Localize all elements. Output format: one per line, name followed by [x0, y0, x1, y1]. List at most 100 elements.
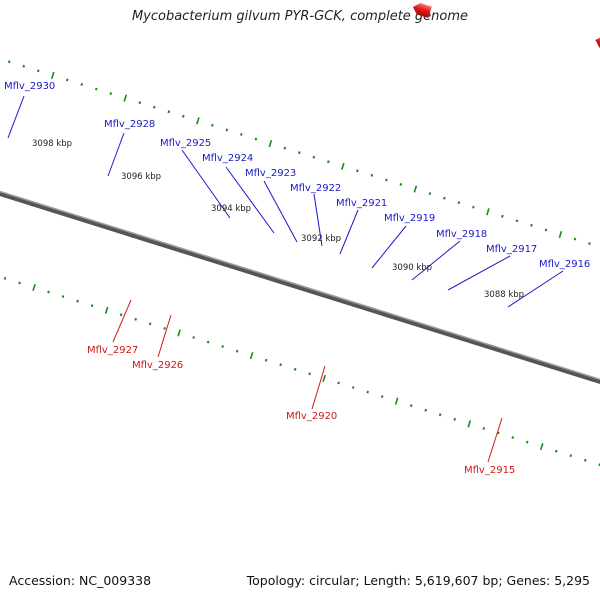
minor-tick	[240, 133, 243, 136]
minor-tick	[530, 223, 533, 227]
label-mflv-2922[interactable]: Mflv_2922	[290, 183, 341, 194]
label-mflv-2923[interactable]: Mflv_2923	[245, 168, 296, 179]
minor-tick	[424, 408, 428, 412]
minor-tick	[61, 295, 65, 298]
major-tick	[486, 208, 490, 216]
label-mflv-2917[interactable]: Mflv_2917	[486, 244, 537, 255]
minor-tick	[138, 101, 142, 105]
minor-tick	[453, 417, 457, 421]
minor-tick	[380, 395, 384, 398]
label-mflv-2930[interactable]: Mflv_2930	[4, 81, 55, 92]
minor-tick	[134, 317, 137, 321]
label-mflv-2927[interactable]: Mflv_2927	[87, 345, 138, 356]
major-tick	[196, 117, 200, 125]
major-tick	[123, 94, 128, 102]
reverse-labels: Mflv_2927 Mflv_2926 Mflv_2920 Mflv_2915	[87, 345, 515, 476]
minor-tick	[443, 196, 446, 200]
minor-tick	[235, 349, 239, 353]
label-mflv-2925[interactable]: Mflv_2925	[160, 138, 211, 149]
minor-tick	[76, 299, 79, 303]
minor-tick	[163, 327, 166, 330]
minor-tick	[211, 123, 214, 127]
minor-tick	[192, 336, 195, 339]
minor-tick	[554, 449, 558, 453]
minor-tick	[7, 60, 11, 64]
minor-tick	[356, 169, 359, 173]
label-mflv-2915[interactable]: Mflv_2915	[464, 465, 515, 476]
map-title: Mycobacterium gilvum PYR-GCK, complete g…	[131, 9, 469, 24]
minor-tick	[385, 178, 388, 182]
label-mflv-2928[interactable]: Mflv_2928	[104, 119, 155, 130]
minor-tick	[399, 183, 403, 186]
minor-tick	[496, 431, 500, 435]
gene-mflv-2920[interactable]	[411, 1, 432, 19]
minor-tick	[544, 228, 548, 232]
minor-tick	[457, 201, 461, 205]
minor-tick	[65, 78, 69, 82]
minor-tick	[525, 440, 529, 444]
major-tick	[32, 283, 36, 292]
minor-tick	[293, 367, 297, 371]
marker-3090-kbp: 3090 kbp	[392, 263, 432, 273]
minor-tick	[308, 372, 311, 376]
minor-tick	[298, 151, 301, 155]
minor-tick	[152, 105, 156, 109]
label-mflv-2919[interactable]: Mflv_2919	[384, 213, 435, 224]
label-mflv-2926[interactable]: Mflv_2926	[132, 360, 183, 371]
minor-tick	[428, 192, 432, 195]
minor-tick	[264, 358, 268, 362]
minor-tick	[36, 69, 40, 73]
marker-3094-kbp: 3094 kbp	[211, 204, 251, 214]
minor-tick	[370, 173, 374, 177]
label-mflv-2916[interactable]: Mflv_2916	[539, 259, 590, 270]
marker-3092-kbp: 3092 kbp	[301, 234, 341, 244]
minor-tick	[221, 345, 224, 348]
minor-tick	[181, 114, 185, 118]
minor-tick	[583, 458, 587, 462]
minor-tick	[573, 237, 577, 241]
label-mflv-2924[interactable]: Mflv_2924	[202, 153, 253, 164]
forward-strand	[411, 1, 600, 55]
major-tick	[50, 71, 55, 79]
major-tick	[467, 420, 472, 428]
forward-label-lines	[7, 95, 564, 308]
minor-tick	[3, 277, 7, 280]
minor-tick	[80, 83, 84, 86]
minor-tick	[327, 160, 330, 164]
major-tick	[394, 397, 399, 405]
minor-tick	[18, 281, 21, 285]
minor-tick	[409, 404, 413, 408]
forward-labels: Mflv_2930 Mflv_2928 Mflv_2925 Mflv_2924 …	[4, 81, 590, 270]
gene-mflv-2915[interactable]	[594, 34, 600, 55]
minor-tick	[90, 304, 94, 308]
marker-3096-kbp: 3096 kbp	[121, 172, 161, 182]
minor-tick	[472, 205, 475, 209]
minor-tick	[206, 340, 210, 344]
label-mflv-2921[interactable]: Mflv_2921	[336, 198, 387, 209]
minor-tick	[47, 290, 50, 294]
minor-tick	[351, 386, 355, 389]
minor-tick	[337, 381, 340, 385]
major-tick	[177, 329, 181, 337]
minor-tick	[94, 87, 98, 91]
major-tick	[341, 162, 345, 170]
tick-marks	[3, 60, 600, 467]
major-tick	[322, 374, 326, 383]
reverse-label-lines	[112, 299, 503, 463]
minor-tick	[254, 137, 258, 141]
minor-tick	[225, 128, 229, 132]
minor-tick	[515, 219, 519, 223]
label-mflv-2920[interactable]: Mflv_2920	[286, 411, 337, 422]
major-tick	[558, 230, 563, 239]
minor-tick	[279, 363, 282, 367]
minor-tick	[482, 427, 486, 430]
accession-text: Accession: NC_009338	[9, 573, 152, 588]
minor-tick	[119, 313, 123, 317]
minor-tick	[167, 110, 171, 114]
minor-tick	[283, 146, 287, 150]
minor-tick	[511, 436, 515, 439]
label-mflv-2918[interactable]: Mflv_2918	[436, 229, 487, 240]
minor-tick	[312, 155, 316, 159]
minor-tick	[22, 64, 26, 68]
